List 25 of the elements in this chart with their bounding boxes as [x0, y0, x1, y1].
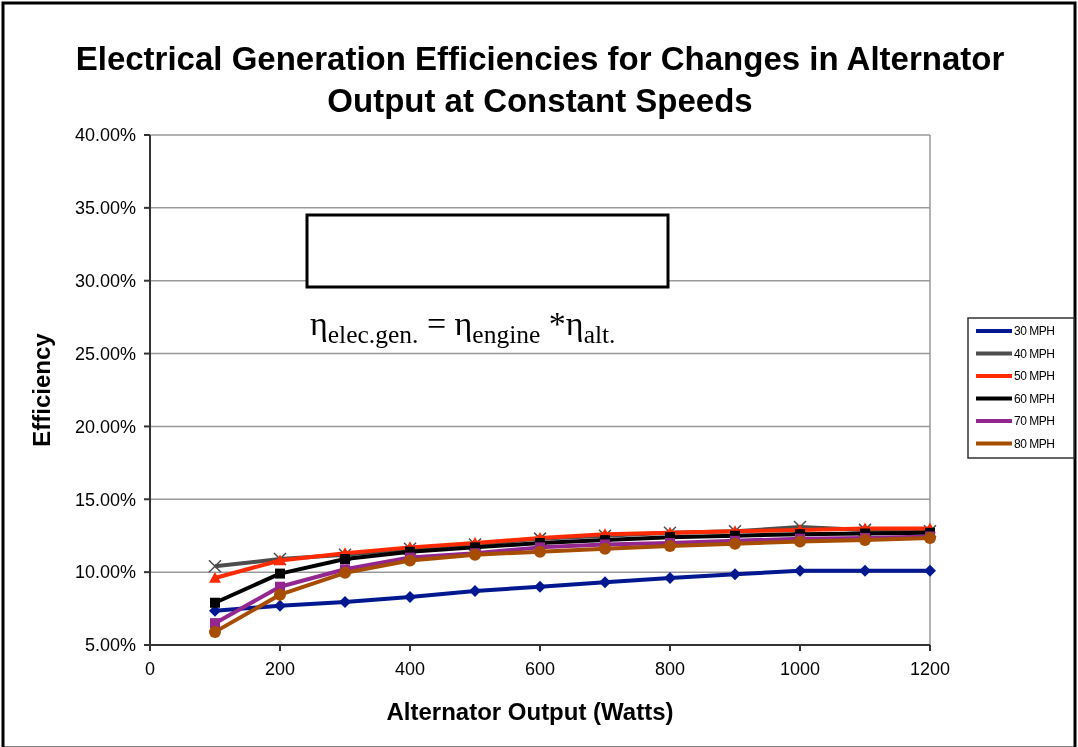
- legend-label: 50 MPH: [1014, 369, 1055, 384]
- y-tick-label: 20.00%: [74, 416, 136, 437]
- x-tick-label: 200: [264, 659, 296, 679]
- y-tick-label: 25.00%: [74, 343, 136, 364]
- legend-label: 80 MPH: [1014, 436, 1055, 451]
- annotation: η$_{elec.gen.}$ = η$_{engine}$ *η$_{alt.}$: [310, 305, 616, 349]
- y-axis-title: Efficiency: [28, 332, 55, 447]
- y-tick-label: 10.00%: [74, 562, 136, 583]
- x-tick-label: 1200: [909, 659, 951, 679]
- x-tick-label: 0: [144, 659, 156, 679]
- chart-title: Electrical Generation Efficiencies for Changes in Alternator Output at Constant Speeds: [75, 40, 1005, 119]
- y-tick-label: 40.00%: [74, 125, 136, 146]
- legend-label: 60 MPH: [1014, 391, 1055, 406]
- x-tick-label: 400: [394, 659, 426, 679]
- x-tick-label: 1000: [779, 659, 821, 679]
- legend-label: 30 MPH: [1014, 324, 1055, 339]
- x-axis-title: Alternator Output (Watts): [386, 698, 674, 725]
- legend-label: 70 MPH: [1014, 414, 1055, 429]
- y-tick-label: 5.00%: [84, 635, 136, 656]
- x-tick-label: 600: [524, 659, 556, 679]
- legend-label: 40 MPH: [1014, 346, 1055, 361]
- y-tick-label: 15.00%: [74, 489, 136, 510]
- y-tick-label: 30.00%: [74, 271, 136, 292]
- y-tick-label: 35.00%: [74, 198, 136, 219]
- x-tick-label: 800: [654, 659, 686, 679]
